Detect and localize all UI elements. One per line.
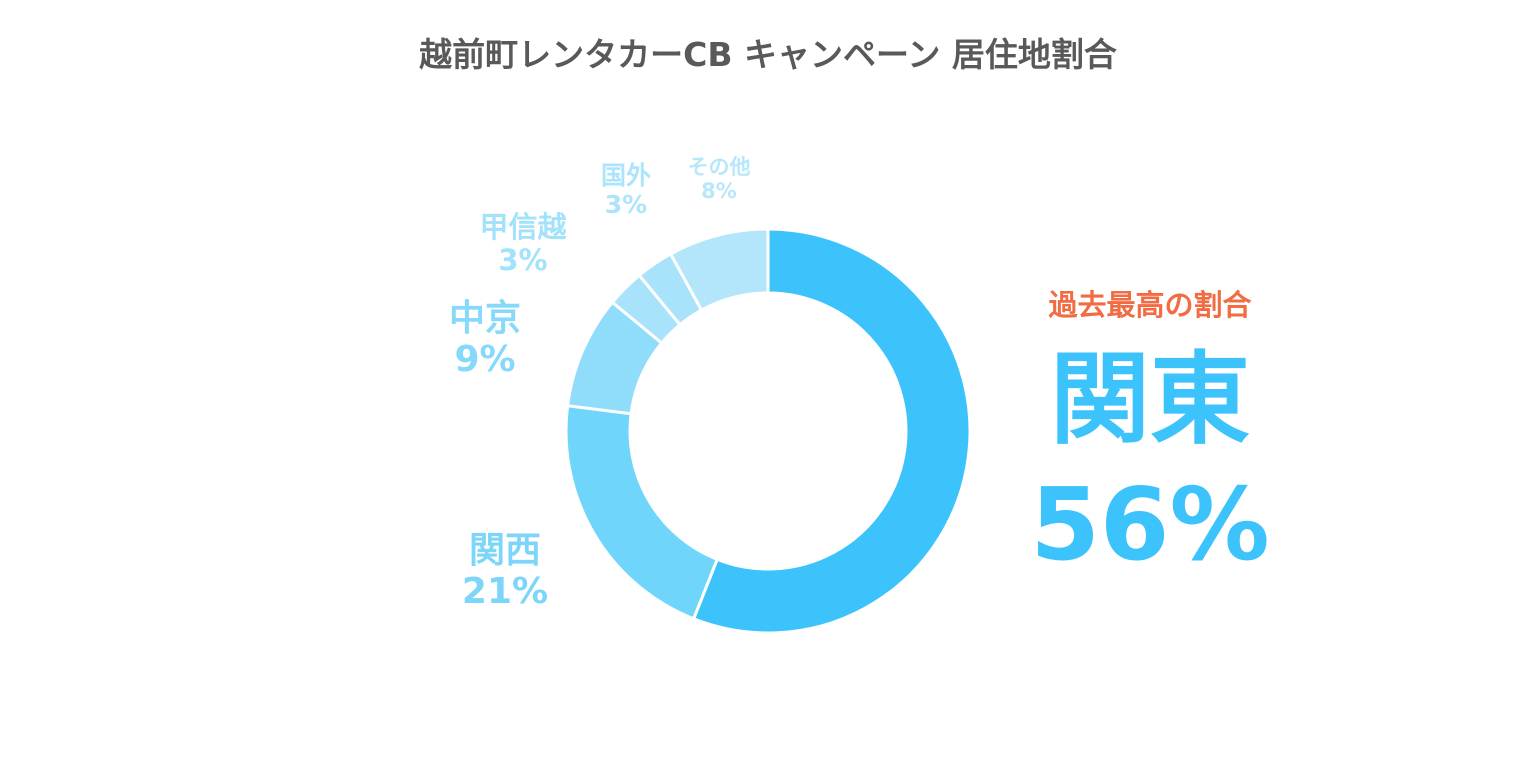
callout-percent: 56% bbox=[1030, 466, 1270, 583]
slice-label-overseas-value: 3% bbox=[604, 189, 648, 219]
callout-region: 関東 bbox=[1050, 341, 1250, 458]
slice-label-kansai-name: 関西 bbox=[468, 530, 541, 571]
slice-label-chukyo: 中京 9% bbox=[425, 298, 545, 381]
slice-kanto bbox=[691, 227, 972, 635]
slice-label-chukyo-value: 9% bbox=[454, 339, 516, 381]
slice-label-other-value: 8% bbox=[701, 179, 737, 204]
slice-label-koshinetsu-name: 甲信越 bbox=[479, 210, 567, 244]
slice-label-koshinetsu: 甲信越 3% bbox=[463, 210, 583, 278]
slice-label-kansai: 関西 21% bbox=[440, 530, 570, 613]
slice-label-other: その他 8% bbox=[674, 155, 764, 203]
chart-title: 越前町レンタカーCB キャンペーン 居住地割合 bbox=[419, 35, 1117, 74]
slice-label-koshinetsu-value: 3% bbox=[498, 243, 548, 278]
slice-label-overseas: 国外 3% bbox=[586, 161, 666, 220]
slice-kansai bbox=[564, 404, 720, 621]
slice-label-overseas-name: 国外 bbox=[600, 161, 651, 190]
slice-label-kansai-value: 21% bbox=[461, 571, 549, 613]
slice-other bbox=[668, 227, 770, 313]
slice-label-other-name: その他 bbox=[687, 155, 751, 179]
slice-label-chukyo-name: 中京 bbox=[448, 298, 521, 339]
callout-heading: 過去最高の割合 bbox=[1048, 288, 1252, 322]
